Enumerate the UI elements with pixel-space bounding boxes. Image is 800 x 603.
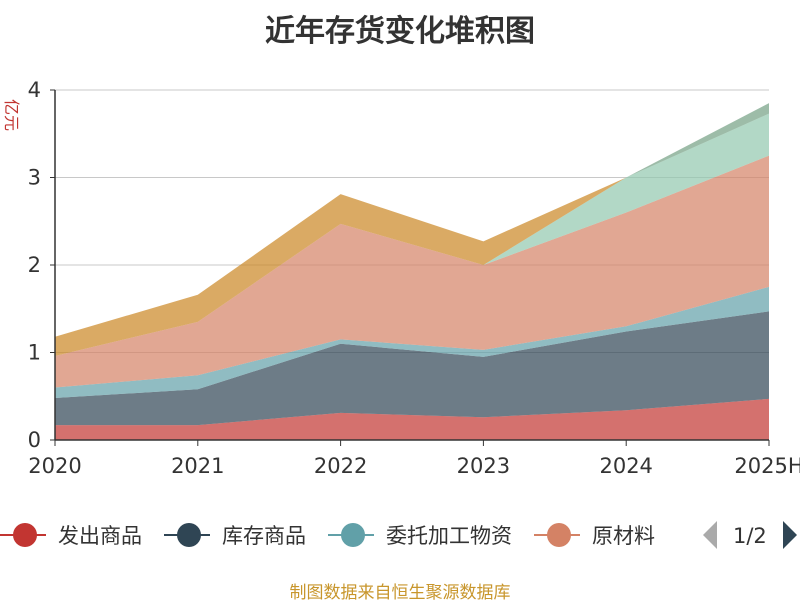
legend-marker	[13, 523, 37, 547]
legend-item[interactable]: 委托加工物资	[328, 523, 512, 548]
legend-item[interactable]: 原材料	[534, 523, 655, 548]
legend-label: 发出商品	[58, 524, 142, 548]
x-tick-label: 2024	[599, 454, 652, 478]
area-series-3	[55, 155, 769, 388]
legend-item[interactable]: 库存商品	[164, 523, 306, 548]
area-series-2	[55, 286, 769, 398]
legend-label: 原材料	[592, 524, 655, 548]
y-tick-label: 4	[28, 78, 41, 102]
legend-marker	[177, 523, 201, 547]
y-tick-label: 1	[28, 341, 41, 365]
x-tick-label: 2022	[314, 454, 367, 478]
legend-page-indicator: 1/2	[733, 524, 767, 548]
y-tick-label: 2	[28, 253, 41, 277]
legend[interactable]: 发出商品 库存商品 委托加工物资 原材料 1/2	[0, 521, 797, 549]
legend-item[interactable]: 发出商品	[0, 523, 142, 548]
legend-prev-icon[interactable]	[703, 521, 717, 549]
x-tick-label: 2020	[28, 454, 81, 478]
source-note: 制图数据来自恒生聚源数据库	[289, 583, 511, 603]
x-tick-label: 2021	[171, 454, 224, 478]
legend-label: 委托加工物资	[386, 524, 512, 548]
y-tick-label: 3	[28, 166, 41, 190]
x-tick-label: 2023	[457, 454, 510, 478]
y-tick-label: 0	[28, 428, 41, 452]
axes: 0 1 2 3 4 2020 2021 2022 2023 2024 2025H 亿元	[2, 78, 800, 478]
legend-next-icon[interactable]	[783, 521, 797, 549]
area-series-1	[55, 311, 769, 426]
y-axis-label: 亿元	[2, 99, 21, 131]
area-series-0	[55, 398, 769, 440]
chart-title: 近年存货变化堆积图	[265, 14, 535, 49]
legend-marker	[547, 523, 571, 547]
legend-label: 库存商品	[222, 524, 306, 548]
x-tick-label: 2025H	[734, 454, 800, 478]
area-series-group	[55, 103, 769, 440]
area-series-6	[55, 103, 769, 356]
legend-marker	[341, 523, 365, 547]
